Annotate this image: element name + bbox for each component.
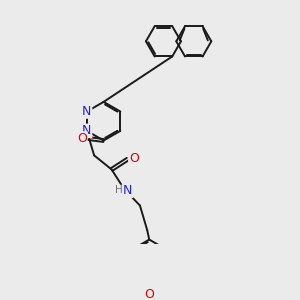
Text: N: N <box>82 105 92 118</box>
Text: N: N <box>82 124 92 137</box>
Text: N: N <box>123 184 133 197</box>
Text: O: O <box>144 288 154 300</box>
Text: O: O <box>129 152 139 165</box>
Text: H: H <box>116 185 123 195</box>
Text: O: O <box>77 132 87 145</box>
